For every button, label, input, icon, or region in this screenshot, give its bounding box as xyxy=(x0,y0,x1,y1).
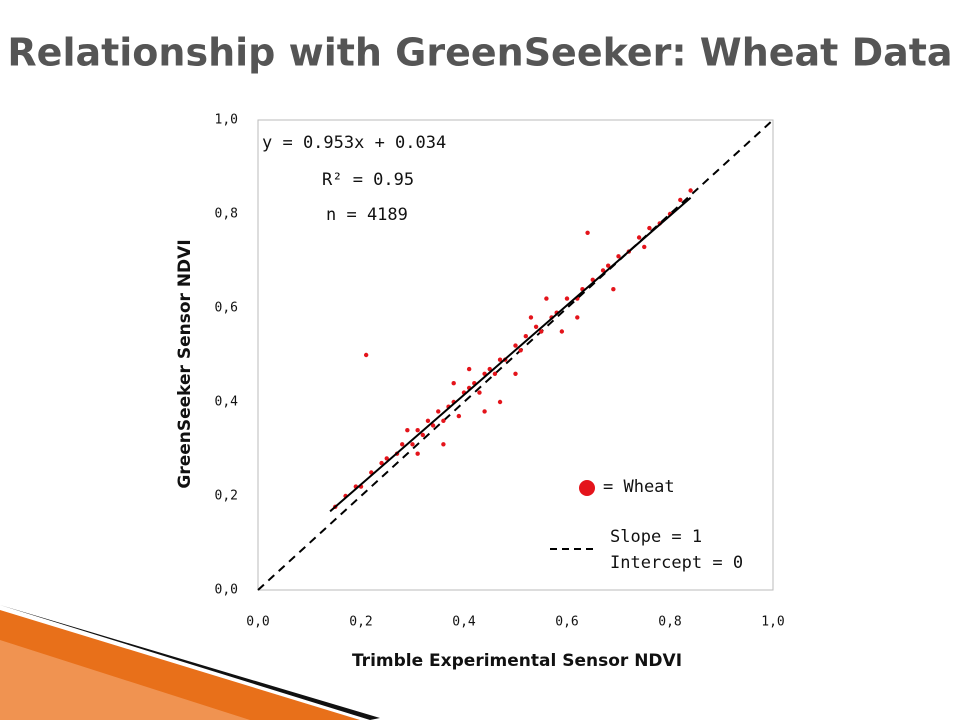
point xyxy=(379,460,384,466)
title: Relationship with GreenSeeker: Wheat Dat… xyxy=(7,31,952,75)
count: n = 4189 xyxy=(326,205,408,225)
plot-frame xyxy=(257,119,774,591)
point xyxy=(513,371,518,376)
trendline xyxy=(329,197,692,513)
point xyxy=(400,442,405,447)
point xyxy=(451,381,456,386)
point xyxy=(564,296,570,301)
x-tick-label: 0,6 xyxy=(555,615,578,630)
x-tick-label: 0,0 xyxy=(246,615,269,630)
point xyxy=(585,230,590,235)
point xyxy=(611,287,616,292)
point xyxy=(492,371,498,376)
decor xyxy=(0,640,250,720)
legend-marker xyxy=(579,480,595,496)
point xyxy=(518,348,523,353)
y-tick-label: 1,0 xyxy=(215,113,238,128)
point xyxy=(513,343,518,348)
r-squared: R² = 0.95 xyxy=(322,170,414,190)
point xyxy=(430,423,436,428)
point xyxy=(606,263,611,268)
point xyxy=(415,428,420,433)
point xyxy=(441,442,446,447)
point xyxy=(528,315,534,320)
point xyxy=(533,324,539,329)
point xyxy=(482,409,487,414)
point xyxy=(415,451,420,456)
y-tick-label: 0,4 xyxy=(215,395,239,410)
point xyxy=(600,268,606,273)
decor xyxy=(0,605,380,720)
x-tick-label: 1,0 xyxy=(761,615,784,630)
legend-label: = Wheat xyxy=(603,477,675,497)
x-tick-label: 0,8 xyxy=(658,615,681,630)
point xyxy=(497,399,503,405)
x-tick-label: 0,2 xyxy=(349,615,372,630)
point xyxy=(456,413,462,419)
point xyxy=(688,188,693,193)
reference-line xyxy=(257,119,774,591)
point xyxy=(636,235,642,240)
ref-label: Intercept = 0 xyxy=(610,553,743,573)
point xyxy=(642,244,647,250)
x-axis-label: Trimble Experimental Sensor NDVI xyxy=(352,651,682,671)
point xyxy=(420,432,425,438)
ref-label: Slope = 1 xyxy=(610,527,702,547)
point xyxy=(425,418,431,423)
point xyxy=(544,296,549,301)
point xyxy=(466,366,472,372)
point xyxy=(363,352,369,358)
point xyxy=(647,225,652,231)
point xyxy=(559,329,565,334)
y-axis-label: GreenSeeker Sensor NDVI xyxy=(175,239,195,488)
point xyxy=(410,442,415,447)
point xyxy=(523,334,528,339)
point xyxy=(441,418,446,423)
point xyxy=(678,197,683,203)
point xyxy=(539,329,544,334)
point xyxy=(384,456,389,461)
point xyxy=(575,315,580,320)
y-tick-label: 0,8 xyxy=(215,207,238,222)
y-tick-label: 0,0 xyxy=(215,583,238,598)
y-tick-label: 0,6 xyxy=(215,301,238,316)
y-tick-label: 0,2 xyxy=(215,489,238,504)
point xyxy=(616,254,621,259)
equation: y = 0.953x + 0.034 xyxy=(262,133,446,153)
point xyxy=(436,409,441,414)
point xyxy=(405,428,410,433)
x-tick-label: 0,4 xyxy=(452,615,476,630)
point xyxy=(497,357,503,362)
point xyxy=(477,390,482,395)
